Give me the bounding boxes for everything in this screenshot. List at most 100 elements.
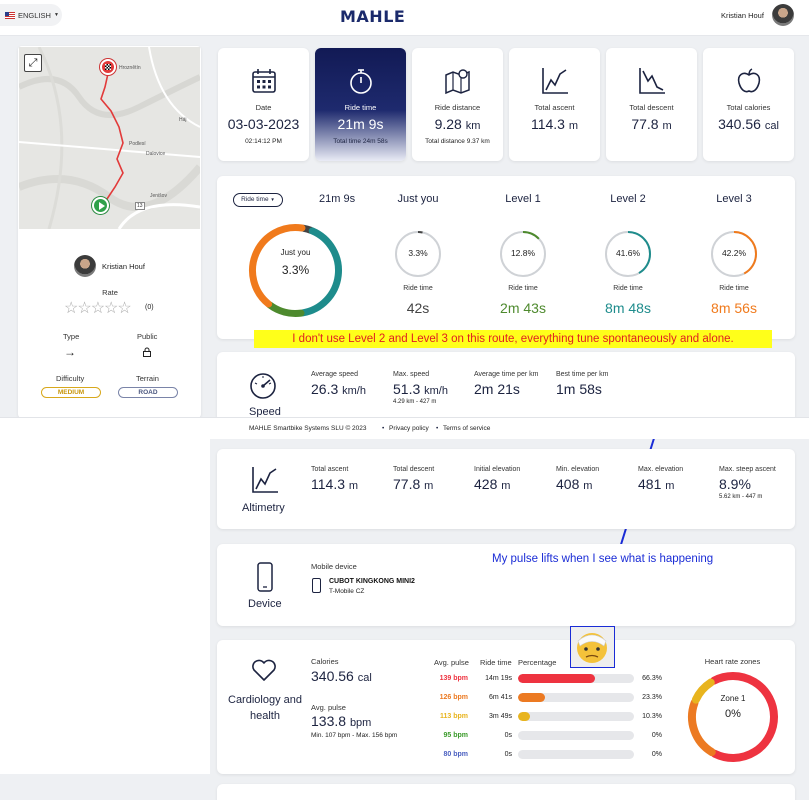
stat-label: Ride distance [434,103,481,112]
level-title: Level 1 [505,193,541,205]
header-user-name[interactable]: Kristian Houf [721,11,764,20]
difficulty-label: Difficulty [56,374,85,383]
rate-count: (0) [145,304,154,311]
col-avg-pulse: Avg. pulse [434,658,469,667]
star-icon[interactable]: ☆ [117,300,131,317]
calories-unit: cal [357,672,372,684]
pulse-range: Min. 107 bpm - Max. 156 bpm [311,732,398,739]
main-donut: Just you 3.3% [247,222,344,319]
ascent-icon [540,66,570,96]
altimetry-item-value: 8.9% [719,476,751,492]
stat-number: 21m 9s [337,116,384,132]
us-flag-icon [5,11,15,19]
speedometer-icon [248,371,278,401]
altimetry-item-label: Max. steep ascent [719,466,776,473]
zone-bar-fill [518,674,595,683]
value-unit: m [583,480,593,492]
footer-copyright: MAHLE Smartbike Systems SLU © 2023 [249,425,367,432]
altimetry-card [217,449,795,529]
value-number: 1m 58s [556,381,602,397]
finish-flag-icon[interactable] [100,59,116,75]
stat-card-total-descent[interactable]: Total descent 77.8 m [606,48,697,161]
stat-value: 9.28 km [412,116,503,132]
map-place-label: Jenišov [150,193,167,199]
profile-name[interactable]: Kristian Houf [102,262,145,271]
next-card-edge [217,784,795,800]
map-svg [19,47,200,229]
stat-value: 114.3 m [509,116,600,132]
altimetry-item-sub: 5.62 km - 447 m [719,494,763,500]
level-title: Just you [397,193,439,205]
stat-value: 21m 9s [315,116,406,132]
stat-number: 114.3 [530,116,565,132]
speed-item-label: Average time per km [474,371,539,378]
pulse-number: 133.8 [311,713,347,729]
stat-label: Total calories [726,103,771,112]
header-avatar[interactable] [772,4,794,26]
star-icon[interactable]: ☆ [90,300,105,317]
rate-label: Rate [102,288,118,297]
stat-card-total-ascent[interactable]: Total ascent 114.3 m [509,48,600,161]
descent-icon [637,66,667,96]
privacy-link[interactable]: Privacy policy [389,425,429,432]
fullscreen-icon[interactable]: ⤢ [24,54,42,72]
value-unit: m [501,480,511,492]
stat-number: 77.8 [631,116,659,132]
ride-time-dropdown[interactable]: Ride time ▼ [233,193,283,207]
level-ride-label: Ride time [508,285,538,292]
rating-stars[interactable]: ☆☆☆☆☆ [64,298,132,318]
level-percent: 12.8% [510,248,536,258]
profile-avatar[interactable] [74,255,96,277]
stat-card-ride-time[interactable]: Ride time 21m 9s Total time 24m 58s [315,48,406,161]
hr-zone-percent: 0% [725,708,741,720]
zone-bar-track [518,674,634,683]
zone-percent: 23.3% [642,694,662,701]
apple-icon [734,66,764,96]
speed-item-value: 2m 21s [474,381,520,397]
stat-card-ride-distance[interactable]: Ride distance 9.28 km Total distance 9.37 … [412,48,503,161]
star-icon[interactable]: ☆ [104,300,118,317]
altimetry-icon [250,465,280,495]
speed-item-value: 1m 58s [556,381,602,397]
public-label: Public [137,332,158,341]
phone-small-icon [312,578,321,593]
star-icon[interactable]: ☆ [77,300,91,317]
language-selector[interactable]: ENGLISH ▼ [0,4,62,26]
avg-pulse-label: Avg. pulse [311,703,346,712]
calendar-icon [249,66,279,96]
device-title: Device [248,598,282,610]
main-donut-percent: 3.3% [281,263,310,277]
altimetry-item-label: Total ascent [311,466,349,473]
speed-item-value: 51.3 km/h [393,381,448,397]
route-map[interactable]: Hrozně­tín Dalovice Jenišov Podlesí Háj … [19,47,200,229]
cardio-card [217,640,795,774]
star-icon[interactable]: ☆ [64,300,78,317]
lock-icon [142,347,152,357]
brand-logo[interactable]: MAHLE [340,7,406,26]
start-marker-icon[interactable] [92,197,109,214]
value-unit: km/h [342,385,366,397]
altimetry-item-label: Total descent [393,466,435,473]
footer-sep: • [382,425,385,432]
zone-bpm: 126 bpm [439,694,468,701]
calories-label: Calories [311,657,339,666]
hr-zones-title: Heart rate zones [704,657,761,666]
donut-segment [249,224,306,308]
route-line [100,68,124,208]
speed-item-label: Average speed [311,371,358,378]
zone-percent: 0% [651,751,662,758]
stat-card-date[interactable]: Date 03-03-2023 02:14:12 PM [218,48,309,161]
terms-link[interactable]: Terms of service [443,425,491,432]
speed-item-label: Best time per km [556,371,609,378]
terrain-badge: ROAD [118,387,178,398]
value-number: 8.9% [719,476,751,492]
zone-bar-track [518,750,634,759]
map-icon [443,66,473,96]
zone-bar-fill [518,712,530,721]
left-white-gap [0,439,210,774]
annotation-top-note: I don't use Level 2 and Level 3 on this … [254,330,772,348]
smartphone-icon [256,562,274,592]
map-road-badge: 13 [135,202,145,210]
stat-card-total-calories[interactable]: Total calories 340.56 cal [703,48,794,161]
level-percent: 3.3% [408,248,428,258]
